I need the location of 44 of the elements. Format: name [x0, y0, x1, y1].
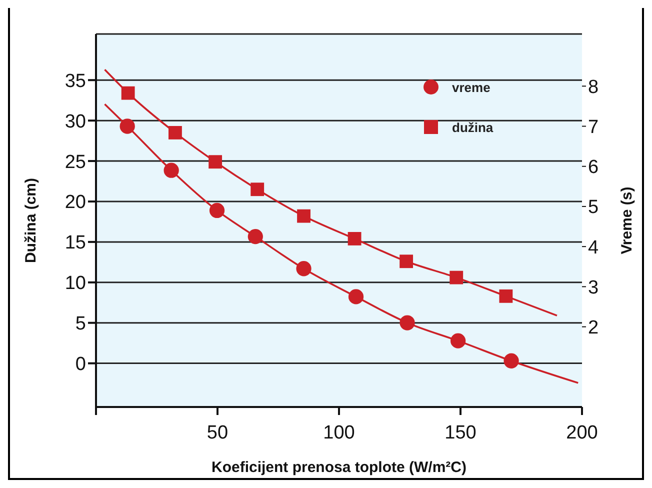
point [250, 182, 264, 196]
point [209, 202, 225, 218]
y2-tick-label: 4 [588, 237, 599, 258]
legend-label: vreme [452, 80, 490, 94]
y2-tick-label: 2 [588, 318, 599, 339]
x-tick-label: 150 [444, 422, 476, 444]
point [450, 270, 464, 284]
y-tick-label: 0 [75, 354, 86, 376]
point [248, 228, 263, 244]
x-tick-label: 50 [206, 422, 228, 444]
y-tick-label: 25 [64, 152, 86, 173]
point [168, 126, 182, 140]
point [400, 254, 414, 268]
point [121, 86, 135, 100]
y2-tick-label: 7 [588, 116, 599, 138]
line-series [104, 103, 580, 384]
point [450, 333, 466, 348]
y-tick-label: 5 [75, 314, 86, 335]
point [297, 209, 310, 223]
y-axis-title: Dužina (cm) [22, 178, 40, 264]
point [208, 155, 222, 169]
point [296, 261, 312, 276]
x-tick-label: 200 [566, 422, 598, 444]
point [164, 162, 179, 178]
y-tick-label: 35 [64, 70, 86, 92]
y-tick-label: 30 [64, 111, 86, 132]
x-axis-title: Koeficijent prenosa toplote (W/m²C) [212, 459, 467, 476]
line-series [104, 68, 558, 316]
point [499, 289, 513, 303]
point [120, 118, 135, 134]
x-tick-label: 100 [323, 422, 355, 444]
y-tick-label: 20 [64, 192, 86, 214]
y2-tick-label: 5 [588, 197, 599, 218]
y2-tick-label: 3 [588, 277, 599, 298]
y2-axis-title: Vreme (s) [618, 186, 636, 254]
point [348, 232, 362, 246]
point [504, 353, 519, 368]
point [348, 289, 364, 304]
y-tick-label: 10 [64, 273, 86, 294]
y2-tick-label: 8 [588, 76, 599, 98]
y2-tick-label: 6 [588, 157, 599, 178]
point [400, 315, 415, 330]
y-tick-label: 15 [64, 232, 86, 254]
legend-label: dužina [452, 120, 494, 134]
